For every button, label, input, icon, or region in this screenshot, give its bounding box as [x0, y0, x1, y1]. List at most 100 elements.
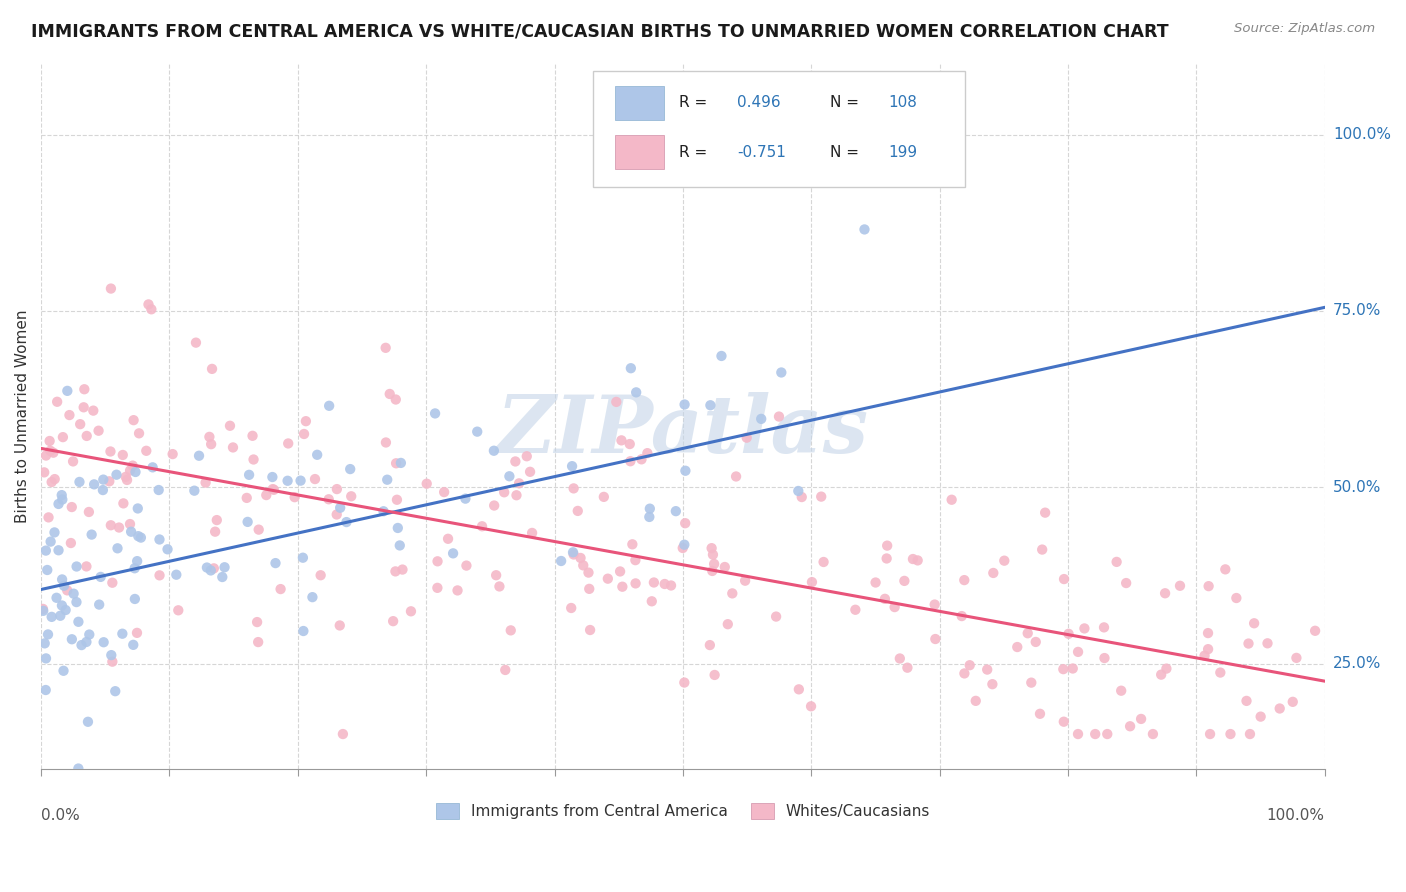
Point: [638, 510, 661, 524]
Point: [953, 573, 976, 587]
Point: [101, 575, 124, 590]
Point: [129, 531, 152, 545]
Point: [953, 666, 976, 681]
Point: [924, 632, 946, 646]
Point: [100, 444, 122, 458]
Point: [141, 302, 163, 317]
Point: [1199, 727, 1222, 741]
Point: [202, 561, 225, 575]
Point: [717, 617, 740, 632]
FancyBboxPatch shape: [593, 71, 966, 187]
Point: [60, 500, 83, 514]
Point: [205, 513, 228, 527]
Point: [127, 529, 149, 543]
Point: [389, 456, 412, 470]
Point: [388, 538, 411, 552]
Point: [433, 485, 456, 500]
Point: [1007, 640, 1029, 654]
Point: [318, 399, 340, 413]
Point: [592, 490, 614, 504]
Point: [621, 537, 644, 551]
Point: [703, 557, 725, 571]
Point: [340, 489, 363, 503]
Point: [34, 636, 56, 650]
Point: [1094, 651, 1116, 665]
Point: [941, 492, 963, 507]
Point: [853, 222, 876, 236]
Point: [80, 527, 103, 541]
Point: [378, 387, 401, 401]
Point: [876, 539, 898, 553]
Point: [787, 483, 810, 498]
Point: [1225, 591, 1247, 605]
Point: [277, 436, 299, 450]
Point: [107, 541, 129, 556]
Point: [1053, 714, 1076, 729]
Text: 75.0%: 75.0%: [1333, 303, 1381, 318]
Point: [204, 524, 226, 539]
Point: [1219, 727, 1241, 741]
Point: [39, 534, 62, 549]
Point: [790, 490, 813, 504]
Point: [332, 727, 354, 741]
Point: [44, 525, 66, 540]
Point: [800, 575, 823, 590]
Text: 100.0%: 100.0%: [1267, 808, 1324, 823]
Point: [194, 475, 217, 490]
Point: [950, 609, 973, 624]
Point: [673, 516, 696, 531]
Point: [787, 682, 810, 697]
Point: [1067, 645, 1090, 659]
Point: [39, 443, 62, 458]
Point: [959, 658, 981, 673]
Point: [111, 448, 134, 462]
Point: [100, 282, 122, 296]
Point: [124, 591, 146, 606]
Point: [965, 694, 987, 708]
Point: [609, 565, 631, 579]
Point: [456, 558, 478, 573]
Point: [1268, 701, 1291, 715]
Point: [373, 504, 395, 518]
Point: [482, 499, 505, 513]
Point: [124, 561, 146, 575]
Point: [605, 395, 627, 409]
Point: [127, 501, 149, 516]
Text: 0.0%: 0.0%: [41, 808, 80, 823]
Point: [619, 454, 641, 468]
Point: [69, 417, 91, 432]
Point: [907, 553, 929, 567]
Point: [387, 521, 409, 535]
Text: 199: 199: [889, 145, 917, 160]
Point: [1250, 709, 1272, 723]
Point: [471, 519, 494, 533]
Point: [374, 435, 396, 450]
Point: [665, 504, 688, 518]
Point: [1119, 719, 1142, 733]
Point: [59, 536, 82, 550]
Point: [53, 579, 76, 593]
Text: 50.0%: 50.0%: [1333, 480, 1381, 495]
Point: [1198, 579, 1220, 593]
Point: [77, 505, 100, 519]
Point: [120, 524, 142, 539]
Point: [1209, 665, 1232, 680]
Point: [1239, 727, 1261, 741]
Point: [494, 485, 516, 500]
Point: [165, 567, 187, 582]
Point: [60, 632, 83, 647]
Point: [55, 603, 77, 617]
Point: [56, 384, 79, 398]
Point: [91, 473, 114, 487]
Point: [264, 556, 287, 570]
Point: [38, 510, 60, 524]
Point: [1031, 542, 1053, 557]
Point: [893, 574, 915, 588]
Point: [385, 492, 408, 507]
Point: [993, 554, 1015, 568]
Point: [162, 447, 184, 461]
Point: [1237, 636, 1260, 650]
Point: [1019, 675, 1042, 690]
Point: [508, 476, 530, 491]
Point: [35, 683, 58, 698]
